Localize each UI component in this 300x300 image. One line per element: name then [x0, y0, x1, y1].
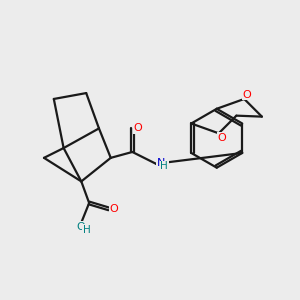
Text: O: O: [217, 133, 226, 143]
Text: O: O: [110, 204, 118, 214]
Text: H: H: [83, 225, 91, 235]
Text: N: N: [156, 158, 165, 168]
Text: O: O: [134, 123, 142, 134]
Text: O: O: [243, 89, 251, 100]
Text: H: H: [160, 161, 168, 172]
Text: O: O: [76, 222, 85, 232]
